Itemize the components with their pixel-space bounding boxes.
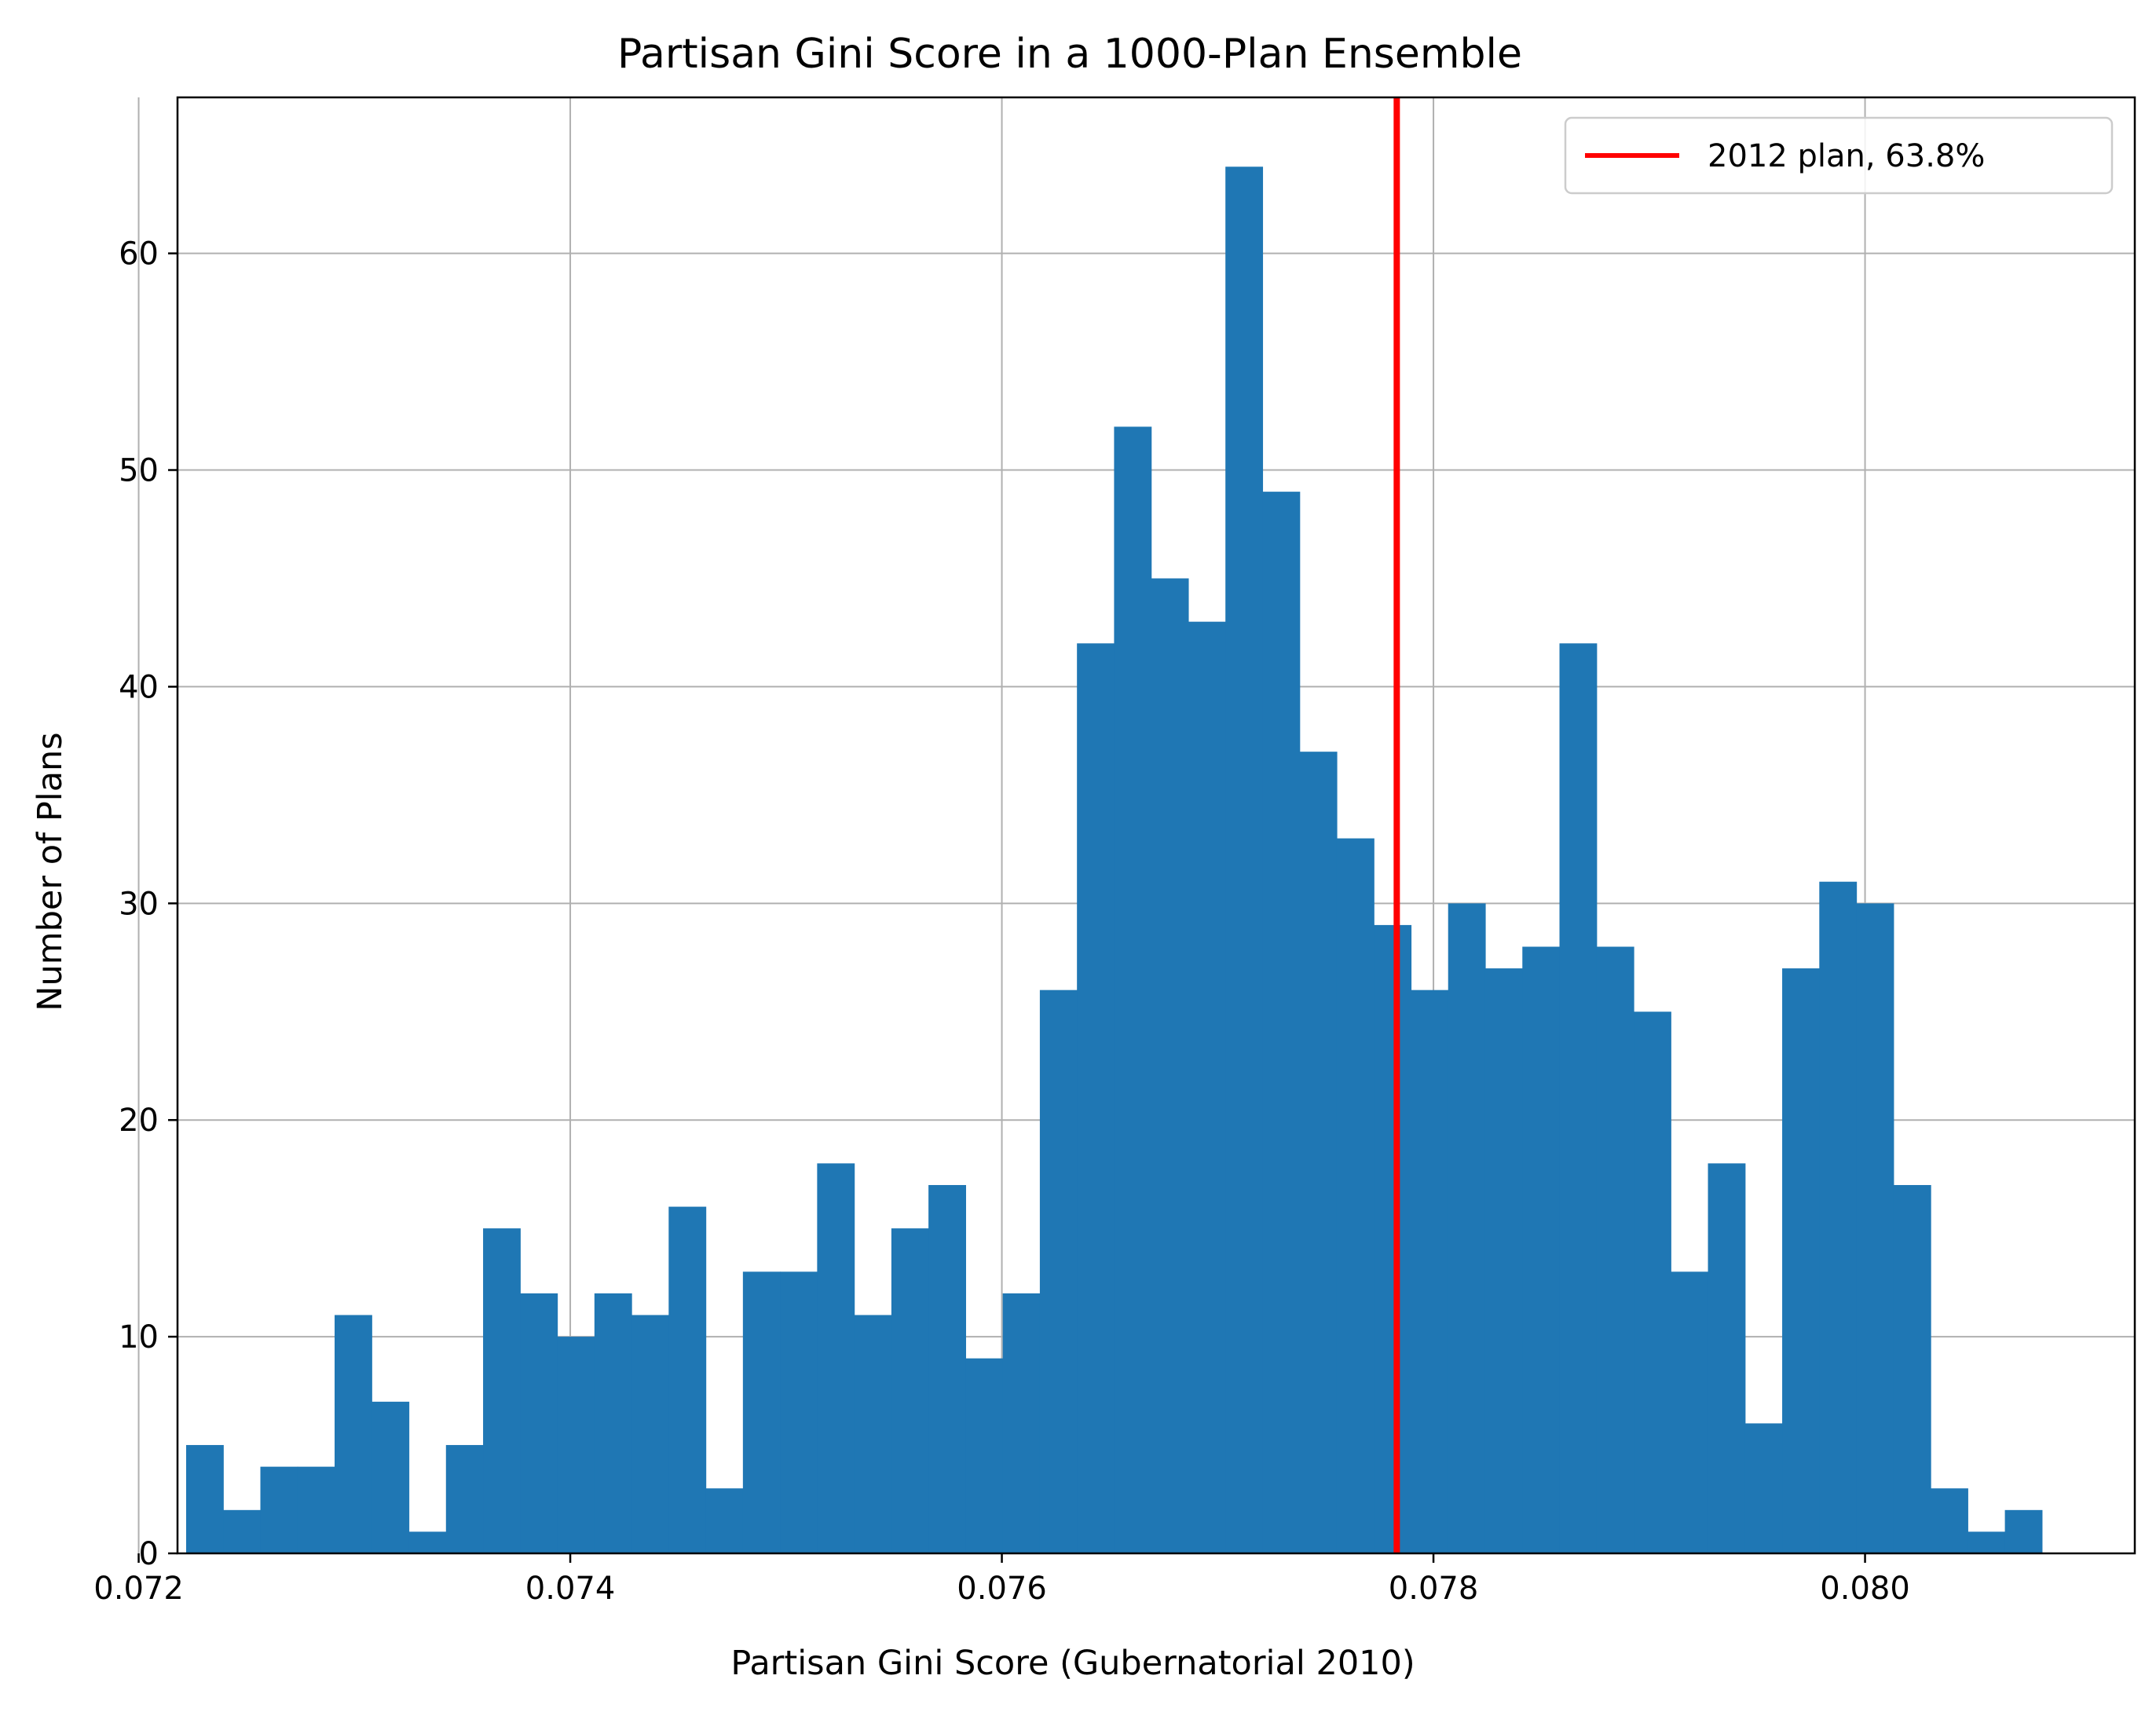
histogram-bar	[1893, 1184, 1931, 1553]
histogram-bar	[928, 1184, 966, 1553]
y-tick-label: 10	[119, 1319, 159, 1355]
x-tick-label: 0.080	[1820, 1571, 1910, 1607]
histogram-bar	[1262, 492, 1301, 1553]
histogram-bar	[668, 1206, 707, 1553]
histogram-bar	[483, 1228, 521, 1553]
histogram-bar	[1967, 1531, 2006, 1553]
histogram-bar	[1671, 1271, 1709, 1553]
histogram-bar	[557, 1337, 595, 1553]
y-tick-label: 50	[119, 453, 159, 489]
histogram-bar	[965, 1358, 1004, 1553]
legend-label: 2012 plan, 63.8%	[1708, 138, 1985, 174]
histogram-bar	[1931, 1488, 1968, 1553]
histogram-bar	[1336, 838, 1374, 1553]
histogram-bar	[1411, 990, 1449, 1553]
histogram-bar	[408, 1531, 447, 1553]
histogram-bar	[1077, 643, 1115, 1553]
legend-box	[1564, 116, 2114, 195]
histogram-bar	[1484, 968, 1523, 1553]
histogram-bar	[742, 1271, 781, 1553]
plot-frame	[176, 96, 2136, 1555]
histogram-bar	[185, 1445, 224, 1553]
histogram-bar	[1374, 924, 1412, 1553]
histogram-bar	[1782, 968, 1820, 1553]
histogram-bar	[854, 1315, 892, 1553]
histogram-bar	[1151, 578, 1189, 1553]
histogram-bar	[520, 1293, 558, 1553]
histogram-bar	[817, 1163, 855, 1553]
histogram-bar	[335, 1315, 372, 1553]
x-tick-label: 0.078	[1389, 1571, 1479, 1607]
y-tick-label: 0	[139, 1536, 159, 1572]
histogram-bar	[1559, 643, 1598, 1553]
histogram-bar	[260, 1466, 298, 1553]
histogram-bar	[705, 1488, 744, 1553]
histogram-bar	[1448, 903, 1486, 1553]
histogram-bar	[1002, 1293, 1041, 1553]
y-tick-label: 40	[119, 669, 159, 705]
chart-title: Partisan Gini Score in a 1000-Plan Ensem…	[617, 31, 1522, 78]
histogram-bar	[297, 1466, 335, 1553]
x-tick-label: 0.072	[93, 1571, 184, 1607]
y-tick-label: 60	[119, 236, 159, 273]
y-tick-label: 30	[119, 886, 159, 922]
y-axis-ticks: 0 10 20 30 40 50 60	[119, 236, 178, 1572]
histogram-bar	[1188, 621, 1226, 1554]
histogram-bar	[1819, 881, 1858, 1553]
histogram-bar	[223, 1509, 262, 1553]
x-axis-label: Partisan Gini Score (Gubernatorial 2010)	[730, 1644, 1415, 1683]
histogram-bar	[631, 1315, 669, 1553]
histogram-bar	[780, 1271, 818, 1553]
histogram-bar	[372, 1401, 410, 1553]
histogram-bar	[594, 1293, 632, 1553]
y-axis-label: Number of Plans	[31, 732, 70, 1011]
x-tick-label: 0.074	[525, 1571, 616, 1607]
histogram-bar	[1299, 752, 1338, 1553]
histogram-bar	[1708, 1163, 1746, 1553]
histogram-bar	[1744, 1423, 1783, 1553]
histogram-bar	[2004, 1509, 2043, 1553]
histogram-bar	[1634, 1011, 1671, 1553]
histogram-bar	[1522, 946, 1561, 1553]
x-axis-ticks: 0.072 0.074 0.076 0.078 0.080	[93, 1553, 1910, 1607]
legend: 2012 plan, 63.8%	[1564, 116, 2114, 195]
histogram-bar	[1596, 946, 1634, 1553]
histogram-bars	[185, 166, 2043, 1554]
histogram-bar	[1114, 426, 1152, 1553]
histogram-bar	[1039, 990, 1078, 1553]
histogram-bar	[1856, 903, 1894, 1553]
histogram-bar	[1225, 166, 1264, 1553]
histogram-bar	[891, 1228, 929, 1553]
x-tick-label: 0.076	[957, 1571, 1047, 1607]
y-tick-label: 20	[119, 1103, 159, 1139]
histogram-bar	[445, 1445, 484, 1553]
